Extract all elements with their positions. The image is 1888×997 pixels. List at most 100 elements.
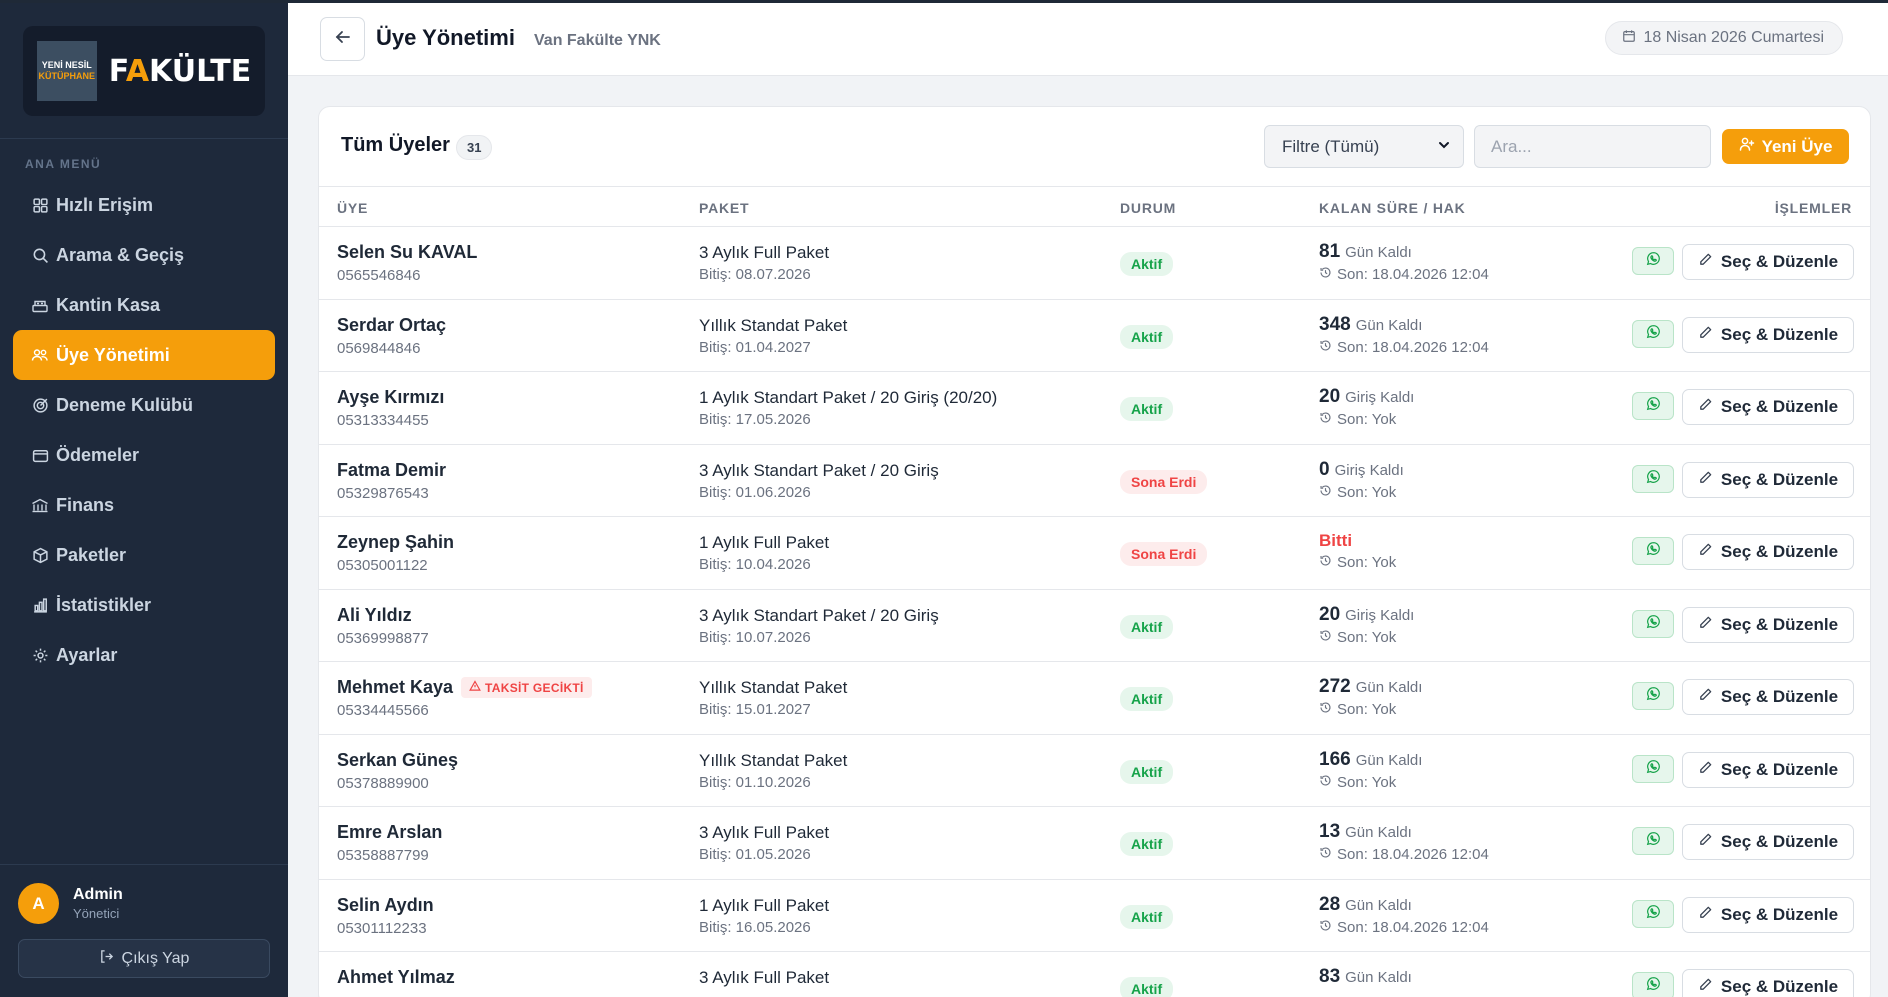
select-edit-button[interactable]: Seç & Düzenle — [1682, 316, 1854, 353]
whatsapp-button[interactable] — [1632, 682, 1674, 710]
package-name: 1 Aylık Standart Paket / 20 Giriş (20/20… — [699, 388, 998, 407]
member-cell: Selen Su KAVAL 0565546846 — [337, 242, 477, 284]
select-edit-button[interactable]: Seç & Düzenle — [1682, 244, 1854, 280]
select-edit-button[interactable]: Seç & Düzenle — [1682, 751, 1854, 788]
table-row[interactable]: Serkan Güneş 05378889900 Yıllık Standat … — [319, 735, 1870, 807]
sidebar-item-1[interactable]: Arama & Geçiş — [13, 230, 275, 280]
whatsapp-icon — [1646, 686, 1661, 706]
remaining-cell: 20 Giriş Kaldı Son: Yok — [1319, 604, 1414, 646]
package-end-date: Bitiş: 01.06.2026 — [699, 483, 811, 501]
page-header: Üye Yönetimi Van Fakülte YNK 18 Nisan 20… — [288, 3, 1888, 76]
brand-logo[interactable]: YENİ NESİL KÜTÜPHANE FAKÜLTE — [23, 26, 265, 116]
member-cell: Fatma Demir 05329876543 — [337, 460, 446, 502]
member-phone: 05305001122 — [337, 557, 428, 574]
package-cell: 3 Aylık Standart Paket / 20 Giriş Bitiş:… — [699, 606, 939, 646]
package-name: 3 Aylık Full Paket — [699, 968, 830, 987]
member-phone: 05334445566 — [337, 702, 429, 719]
whatsapp-button[interactable] — [1632, 972, 1674, 997]
member-phone: 05301112233 — [337, 919, 427, 937]
last-visit: Son: 18.04.2026 12:04 — [1319, 846, 1489, 863]
whatsapp-button[interactable] — [1632, 392, 1674, 420]
members-table-body: Selen Su KAVAL 0565546846 3 Aylık Full P… — [319, 227, 1870, 997]
whatsapp-button[interactable] — [1632, 319, 1674, 348]
history-icon — [1319, 701, 1332, 718]
package-name: Yıllık Standat Paket — [699, 315, 848, 335]
whatsapp-icon — [1646, 396, 1661, 416]
whatsapp-icon — [1646, 251, 1661, 271]
whatsapp-icon — [1646, 759, 1661, 779]
whatsapp-button[interactable] — [1632, 247, 1674, 275]
filter-select[interactable]: Filtre (Tümü) — [1264, 125, 1464, 168]
select-edit-button[interactable]: Seç & Düzenle — [1682, 534, 1854, 570]
table-row[interactable]: Selen Su KAVAL 0565546846 3 Aylık Full P… — [319, 227, 1870, 300]
select-edit-button[interactable]: Seç & Düzenle — [1682, 606, 1854, 643]
table-row[interactable]: Ali Yıldız 05369998877 3 Aylık Standart … — [319, 590, 1870, 662]
sidebar-item-8[interactable]: İstatistikler — [13, 580, 275, 630]
whatsapp-icon — [1646, 324, 1661, 344]
member-cell: Zeynep Şahin 05305001122 — [337, 532, 454, 574]
select-edit-button[interactable]: Seç & Düzenle — [1682, 389, 1854, 425]
warning-icon — [469, 680, 481, 695]
back-button[interactable] — [320, 17, 365, 61]
sidebar-item-7[interactable]: Paketler — [13, 530, 275, 580]
members-card: Tüm Üyeler 31 Filtre (Tümü) Yeni Üye ÜYE… — [318, 106, 1871, 997]
whatsapp-button[interactable] — [1632, 827, 1674, 855]
whatsapp-button[interactable] — [1632, 537, 1674, 565]
select-edit-button[interactable]: Seç & Düzenle — [1682, 679, 1854, 715]
package-cell: 1 Aylık Full Paket Bitiş: 16.05.2026 — [699, 896, 829, 936]
table-row[interactable]: Mehmet Kaya TAKSİT GECİKTİ 05334445566 Yı… — [319, 662, 1870, 735]
search-input[interactable] — [1474, 125, 1711, 168]
select-edit-button[interactable]: Seç & Düzenle — [1682, 461, 1854, 498]
whatsapp-button[interactable] — [1632, 754, 1674, 783]
sidebar-item-3[interactable]: Üye Yönetimi — [13, 330, 275, 380]
whatsapp-button[interactable] — [1632, 899, 1674, 928]
remaining-cell: 20 Giriş Kaldı Son: Yok — [1319, 386, 1414, 428]
remaining-expired: Bitti — [1319, 531, 1353, 550]
whatsapp-button[interactable] — [1632, 609, 1674, 638]
actions-cell: Seç & Düzenle — [1632, 606, 1854, 643]
logo-badge: YENİ NESİL KÜTÜPHANE — [36, 41, 97, 101]
table-row[interactable]: Emre Arslan 05358887799 3 Aylık Full Pak… — [319, 807, 1870, 880]
sidebar-item-4[interactable]: Deneme Kulübü — [13, 380, 275, 430]
whatsapp-button[interactable] — [1632, 464, 1674, 493]
member-name: Emre Arslan — [337, 822, 443, 842]
table-row[interactable]: Zeynep Şahin 05305001122 1 Aylık Full Pa… — [319, 517, 1870, 590]
table-row[interactable]: Ayşe Kırmızı 05313334455 1 Aylık Standar… — [319, 372, 1870, 445]
bar-chart-icon — [30, 595, 50, 615]
member-name: Serdar Ortaç — [337, 314, 447, 335]
sidebar-item-6[interactable]: Finans — [13, 480, 275, 530]
package-name: 3 Aylık Full Paket — [699, 243, 830, 262]
sidebar-item-5[interactable]: Ödemeler — [13, 430, 275, 480]
remaining-unit: Giriş Kaldı — [1334, 461, 1404, 479]
select-edit-button[interactable]: Seç & Düzenle — [1682, 896, 1854, 933]
date-chip: 18 Nisan 2026 Cumartesi — [1605, 21, 1843, 55]
select-edit-button[interactable]: Seç & Düzenle — [1682, 969, 1854, 997]
last-visit: Son: Yok — [1319, 554, 1396, 571]
member-cell: Ali Yıldız 05369998877 — [337, 605, 429, 647]
member-phone: 05378889900 — [337, 774, 429, 792]
last-visit: Son: Yok — [1319, 411, 1414, 428]
last-visit: Son: Yok — [1319, 484, 1404, 501]
table-row[interactable]: Selin Aydın 05301112233 1 Aylık Full Pak… — [319, 880, 1870, 952]
remaining-value: 20 — [1319, 386, 1341, 407]
package-cell: 1 Aylık Standart Paket / 20 Giriş (20/20… — [699, 388, 997, 428]
new-member-button[interactable]: Yeni Üye — [1722, 129, 1849, 164]
status-badge: Aktif — [1120, 832, 1174, 856]
logout-button[interactable]: Çıkış Yap — [18, 939, 270, 978]
remaining-cell: 0 Giriş Kaldı Son: Yok — [1319, 459, 1404, 501]
package-name: 3 Aylık Full Paket — [699, 823, 830, 842]
column-header-remaining: KALAN SÜRE / HAK — [1319, 200, 1466, 216]
actions-cell: Seç & Düzenle — [1632, 316, 1854, 353]
sidebar-item-9[interactable]: Ayarlar — [13, 630, 275, 680]
sidebar-item-0[interactable]: Hızlı Erişim — [13, 180, 275, 230]
sidebar-item-2[interactable]: Kantin Kasa — [13, 280, 275, 330]
history-icon — [1319, 846, 1332, 863]
table-row[interactable]: Serdar Ortaç 0569844846 Yıllık Standat P… — [319, 300, 1870, 372]
remaining-value: 81 — [1319, 241, 1341, 262]
table-row[interactable]: Ahmet Yılmaz 3 Aylık Full Paket Aktif 83… — [319, 952, 1870, 997]
sidebar-item-label: Hızlı Erişim — [56, 194, 154, 215]
sidebar-divider-bottom — [0, 864, 288, 865]
select-edit-button[interactable]: Seç & Düzenle — [1682, 824, 1854, 860]
table-row[interactable]: Fatma Demir 05329876543 3 Aylık Standart… — [319, 445, 1870, 517]
member-phone: 05369998877 — [337, 629, 429, 647]
